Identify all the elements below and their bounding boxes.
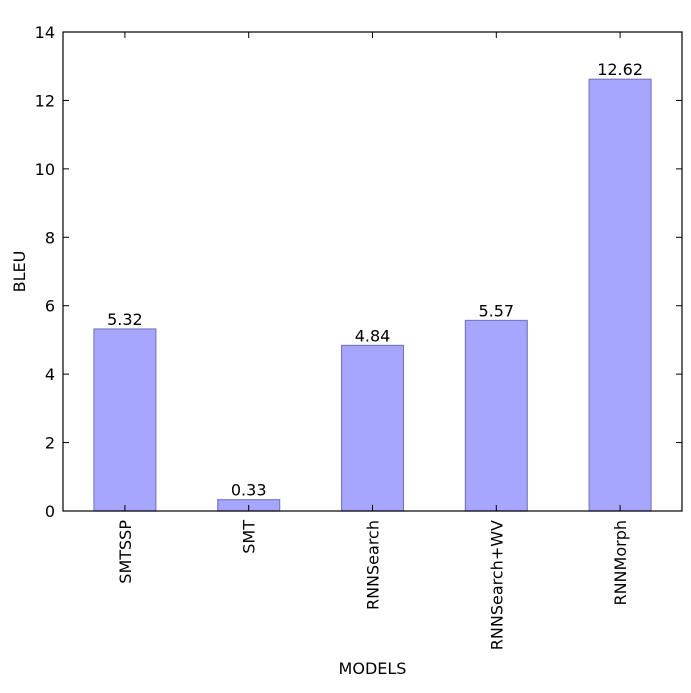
bar-value-label: 0.33	[231, 481, 267, 500]
bar-value-label: 12.62	[597, 60, 643, 79]
bar-rnnsearch-wv	[464, 319, 528, 512]
bar-rnnmorph	[588, 78, 652, 512]
x-axis-ticks: SMTSSP SMT RNNSearch RNNSearch+WV RNNMorph	[116, 32, 630, 650]
bar-value-label: 5.57	[478, 301, 514, 320]
y-tick-label: 2	[45, 434, 55, 453]
y-axis-label: BLEU	[10, 251, 29, 293]
x-tick-label: SMT	[240, 520, 259, 554]
y-tick-label: 8	[45, 228, 55, 247]
y-tick-label: 6	[45, 297, 55, 316]
x-tick-label: RNNSearch+WV	[487, 520, 506, 650]
x-tick-label: SMTSSP	[116, 520, 135, 584]
y-tick-label: 12	[35, 91, 55, 110]
y-tick-label: 10	[35, 160, 55, 179]
y-tick-label: 0	[45, 502, 55, 521]
bars-group	[93, 78, 652, 512]
bar-smtssp	[93, 328, 157, 512]
x-axis-label: MODELS	[339, 659, 407, 678]
y-tick-label: 4	[45, 365, 55, 384]
x-tick-label: RNNMorph	[611, 520, 630, 606]
bar-value-labels: 5.32 0.33 4.84 5.57 12.62	[107, 60, 643, 499]
y-axis-ticks: 0 2 4 6 8 10 12 14	[35, 23, 682, 521]
bar-rnnsearch	[340, 344, 405, 512]
y-tick-label: 14	[35, 23, 55, 42]
bar-value-label: 5.32	[107, 310, 143, 329]
bar-value-label: 4.84	[355, 326, 391, 345]
x-tick-label: RNNSearch	[364, 520, 383, 610]
